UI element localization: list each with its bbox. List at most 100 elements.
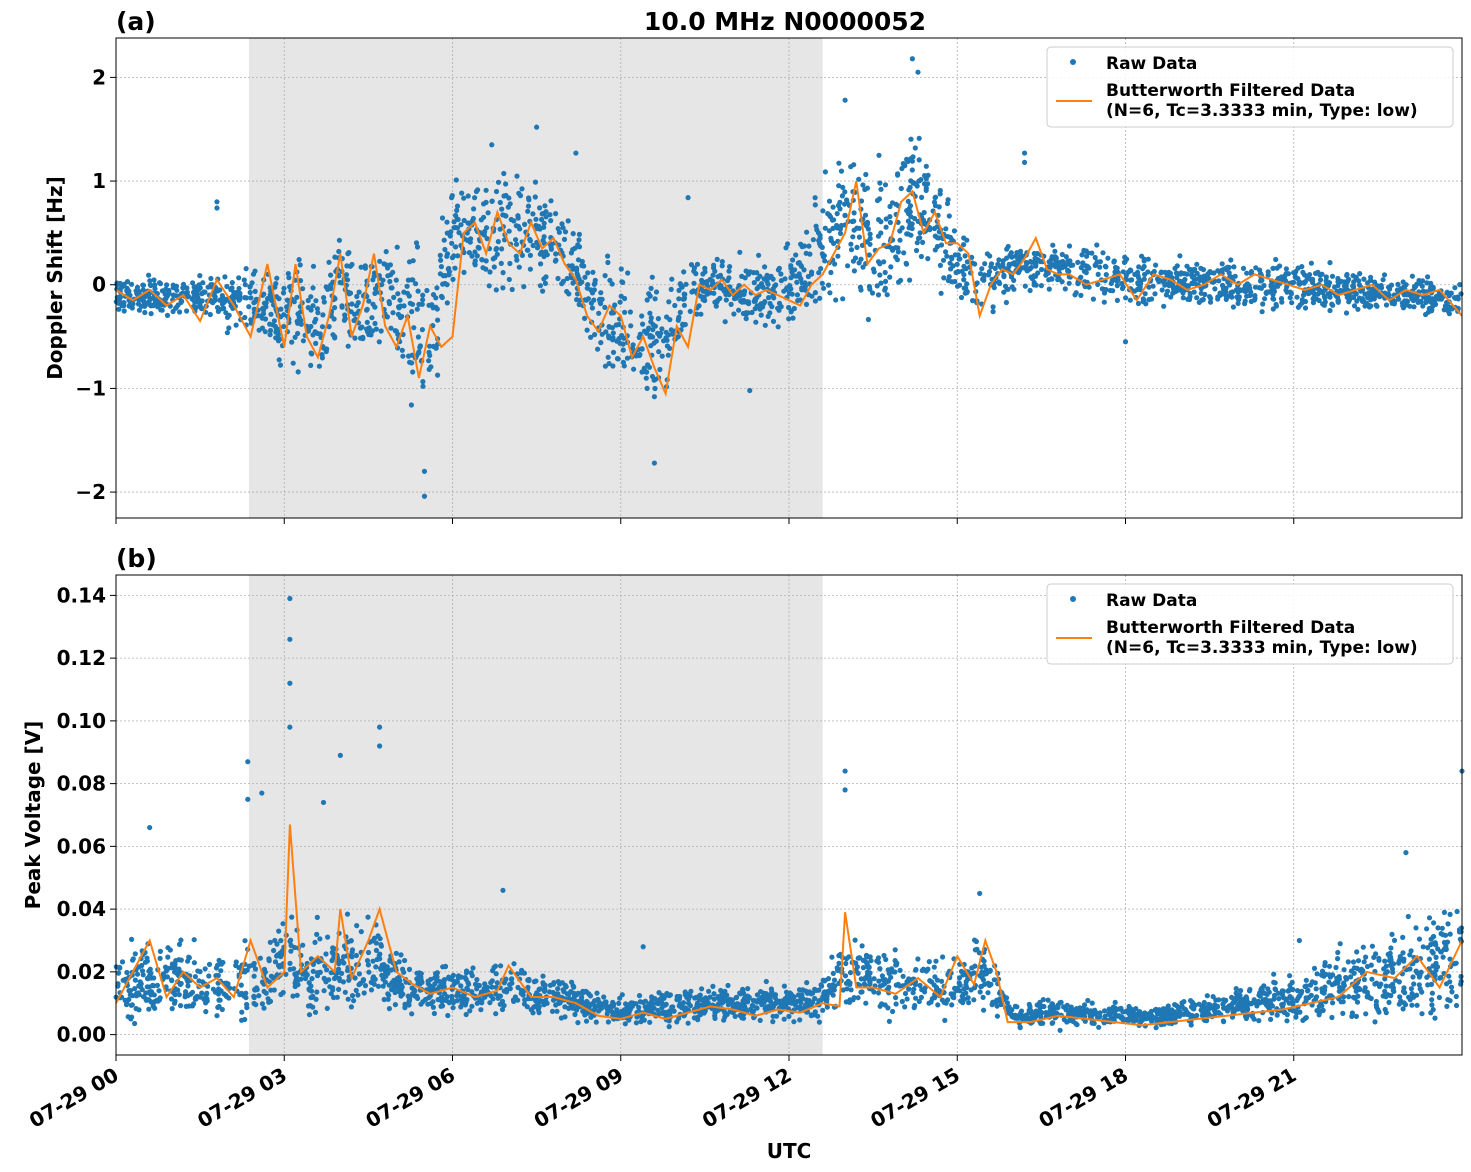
raw-data-point bbox=[519, 252, 526, 258]
raw-data-point bbox=[420, 297, 426, 303]
raw-data-point bbox=[1302, 305, 1309, 311]
raw-data-point bbox=[572, 1011, 578, 1018]
raw-data-point bbox=[913, 247, 920, 254]
raw-data-point bbox=[906, 986, 912, 992]
raw-data-point bbox=[860, 965, 867, 971]
raw-data-point bbox=[1354, 949, 1360, 955]
raw-data-point bbox=[1447, 911, 1453, 918]
shaded-interval bbox=[248, 575, 823, 1055]
raw-data-point bbox=[1327, 993, 1333, 999]
raw-data-point bbox=[408, 402, 414, 408]
raw-data-point bbox=[126, 988, 132, 994]
raw-data-point bbox=[714, 256, 720, 262]
raw-data-point bbox=[874, 197, 881, 204]
raw-data-point bbox=[420, 292, 426, 298]
raw-data-point bbox=[762, 299, 768, 305]
raw-data-point bbox=[1361, 959, 1367, 965]
raw-data-point bbox=[354, 293, 360, 300]
raw-data-point bbox=[681, 295, 688, 301]
raw-data-point bbox=[561, 236, 568, 242]
raw-data-point bbox=[259, 315, 265, 321]
raw-data-point bbox=[253, 1002, 259, 1008]
raw-data-point bbox=[489, 984, 495, 990]
raw-data-point bbox=[415, 288, 421, 294]
raw-data-point bbox=[307, 1003, 313, 1009]
raw-data-point bbox=[1135, 300, 1142, 307]
raw-data-point bbox=[437, 984, 443, 990]
raw-data-point bbox=[1114, 283, 1120, 289]
raw-data-point bbox=[836, 183, 842, 189]
raw-data-point bbox=[308, 307, 314, 313]
raw-data-point bbox=[1152, 291, 1158, 297]
raw-data-point bbox=[655, 1007, 661, 1014]
raw-data-point bbox=[233, 290, 239, 296]
raw-data-point bbox=[242, 295, 248, 301]
raw-data-point bbox=[916, 178, 922, 184]
raw-data-point bbox=[215, 962, 221, 968]
raw-data-point bbox=[937, 262, 944, 268]
raw-data-point bbox=[398, 952, 404, 958]
raw-data-point bbox=[387, 278, 393, 285]
raw-data-point bbox=[1325, 291, 1331, 297]
raw-data-point bbox=[931, 964, 937, 970]
raw-data-point bbox=[284, 304, 290, 310]
raw-data-point bbox=[427, 352, 433, 358]
raw-data-point bbox=[794, 292, 801, 298]
raw-data-point bbox=[1216, 997, 1222, 1003]
raw-data-point bbox=[1048, 257, 1054, 263]
raw-data-point bbox=[851, 268, 858, 274]
raw-data-point bbox=[770, 1019, 776, 1025]
raw-data-point bbox=[994, 1003, 1000, 1009]
raw-data-point bbox=[435, 372, 441, 378]
raw-data-point bbox=[345, 996, 351, 1002]
raw-data-point bbox=[819, 983, 825, 989]
raw-data-point bbox=[143, 997, 149, 1003]
raw-data-point bbox=[313, 298, 319, 304]
raw-data-point bbox=[822, 169, 829, 175]
raw-data-point bbox=[1435, 925, 1441, 931]
raw-data-point bbox=[242, 314, 248, 321]
raw-data-point bbox=[1090, 296, 1096, 302]
raw-data-point bbox=[474, 253, 480, 259]
raw-data-point bbox=[409, 301, 416, 307]
raw-data-point bbox=[620, 347, 626, 353]
raw-data-point bbox=[958, 294, 965, 301]
raw-data-point bbox=[644, 385, 650, 391]
raw-data-point bbox=[391, 294, 397, 300]
raw-data-point bbox=[1380, 277, 1386, 283]
raw-data-point bbox=[1078, 1013, 1084, 1019]
raw-data-point bbox=[342, 989, 348, 995]
raw-data-point bbox=[977, 271, 984, 277]
raw-data-point bbox=[601, 994, 607, 1000]
raw-data-point bbox=[191, 284, 197, 290]
raw-data-point bbox=[1360, 944, 1366, 950]
raw-data-point bbox=[436, 978, 442, 984]
raw-data-point bbox=[469, 253, 475, 259]
raw-data-point bbox=[291, 299, 297, 305]
raw-data-point bbox=[817, 295, 823, 301]
raw-data-point bbox=[453, 177, 459, 183]
raw-data-point bbox=[1050, 1020, 1056, 1026]
raw-data-point bbox=[820, 1007, 826, 1013]
raw-data-point bbox=[124, 969, 130, 976]
raw-data-point bbox=[677, 309, 683, 315]
raw-data-point bbox=[810, 999, 816, 1005]
raw-data-point bbox=[745, 986, 751, 992]
raw-data-point bbox=[756, 252, 762, 258]
raw-data-point bbox=[1410, 974, 1416, 980]
raw-data-point bbox=[916, 135, 922, 141]
raw-data-point bbox=[850, 258, 857, 264]
raw-data-point bbox=[964, 281, 970, 287]
raw-data-point bbox=[454, 207, 460, 213]
raw-data-point bbox=[921, 209, 927, 216]
raw-data-point bbox=[483, 199, 489, 205]
raw-data-point bbox=[908, 136, 914, 142]
raw-data-point bbox=[1295, 265, 1301, 271]
raw-data-point bbox=[135, 288, 141, 294]
raw-data-point bbox=[354, 303, 360, 309]
raw-data-point bbox=[555, 986, 561, 992]
raw-data-point bbox=[449, 240, 455, 246]
raw-data-point bbox=[1037, 1001, 1043, 1008]
raw-data-point bbox=[878, 280, 884, 286]
panel-a-legend-filtered-line1: Butterworth Filtered Data bbox=[1106, 81, 1355, 101]
